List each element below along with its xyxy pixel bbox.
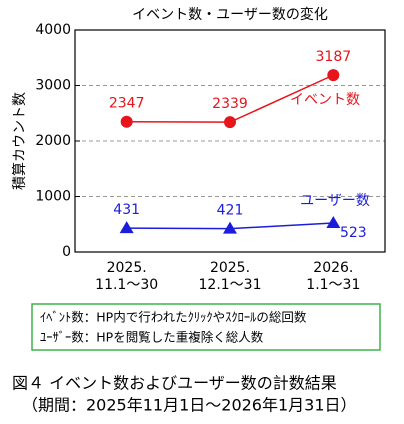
notes-box (31, 303, 381, 351)
caption: 図４ イベント数およびユーザー数の計数結果 (12, 374, 337, 393)
note: ｲﾍﾞﾝﾄ数：HP内で行われたｸﾘｯｸやｽｸﾛｰﾙの総回数 (40, 310, 307, 325)
series-name: イベント数 (290, 92, 360, 108)
x-tick-label: 2026. 1.1～31 (306, 260, 360, 293)
y-tick-label: 3000 (35, 78, 71, 94)
point-marker (327, 69, 340, 82)
data-label: 2347 (109, 96, 145, 112)
y-axis-label: 積算カウント数 (12, 92, 28, 190)
y-tick-label: 1000 (35, 189, 71, 205)
data-label: 431 (113, 202, 140, 218)
data-label: 2339 (212, 96, 248, 112)
plot-frame (74, 29, 386, 253)
y-tick-label: 2000 (35, 133, 71, 149)
point-marker (224, 116, 236, 129)
point-marker (223, 221, 237, 234)
x-tick-label: 2025. 12.1～31 (199, 260, 262, 293)
point-marker (119, 221, 134, 234)
x-tick-label: 2025. 11.1～30 (95, 260, 158, 293)
data-label: 3187 (316, 49, 352, 65)
point-marker (120, 115, 133, 128)
chart-title: イベント数・ユーザー数の変化 (132, 6, 328, 23)
data-label: 421 (217, 203, 244, 219)
note: ﾕｰｻﾞｰ数：HPを閲覧した重複除く総人数 (40, 330, 264, 345)
y-tick-label: 4000 (35, 22, 71, 38)
y-tick-label: 0 (62, 244, 71, 260)
data-label: 523 (340, 225, 367, 241)
point-marker (326, 215, 341, 228)
caption: （期間：2025年11月1日～2026年1月31日） (22, 396, 357, 415)
series-name: ユーザー数 (300, 193, 370, 209)
